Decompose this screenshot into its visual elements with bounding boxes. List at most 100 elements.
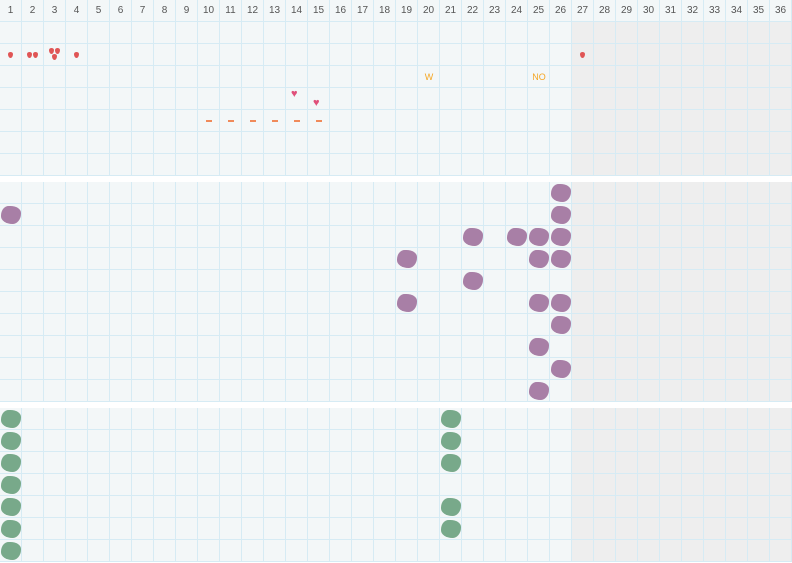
day-cell[interactable] [572,66,594,88]
day-cell[interactable] [748,518,770,540]
day-cell[interactable] [748,358,770,380]
day-cell[interactable] [704,474,726,496]
day-cell[interactable] [594,540,616,562]
day-cell[interactable] [66,132,88,154]
day-cell[interactable] [682,540,704,562]
day-cell[interactable] [286,496,308,518]
day-cell[interactable] [264,452,286,474]
day-header-2[interactable]: 2 [22,0,44,22]
day-cell[interactable] [88,474,110,496]
day-cell[interactable] [220,496,242,518]
day-cell[interactable] [506,66,528,88]
day-cell[interactable] [330,44,352,66]
day-cell[interactable] [154,110,176,132]
day-cell[interactable] [726,110,748,132]
day-cell[interactable] [572,132,594,154]
day-cell[interactable] [572,408,594,430]
day-cell[interactable] [770,204,792,226]
day-cell[interactable] [418,226,440,248]
day-cell[interactable] [242,336,264,358]
day-cell[interactable] [594,336,616,358]
day-cell[interactable] [396,336,418,358]
day-cell[interactable] [528,44,550,66]
day-cell[interactable] [132,204,154,226]
day-cell[interactable] [286,88,308,110]
day-cell[interactable] [704,430,726,452]
day-cell[interactable] [418,66,440,88]
day-cell[interactable] [88,22,110,44]
day-cell[interactable] [264,380,286,402]
day-cell[interactable] [176,66,198,88]
day-cell[interactable] [44,358,66,380]
day-cell[interactable] [704,154,726,176]
day-cell[interactable] [308,226,330,248]
day-cell[interactable] [616,430,638,452]
day-cell[interactable] [286,380,308,402]
day-cell[interactable] [396,430,418,452]
day-cell[interactable] [220,314,242,336]
day-cell[interactable] [572,154,594,176]
day-cell[interactable] [550,88,572,110]
day-cell[interactable] [176,518,198,540]
day-cell[interactable] [462,154,484,176]
day-cell[interactable] [110,270,132,292]
day-cell[interactable] [0,132,22,154]
day-cell[interactable] [682,22,704,44]
day-cell[interactable] [220,430,242,452]
day-cell[interactable] [396,154,418,176]
day-cell[interactable] [88,540,110,562]
day-cell[interactable] [682,430,704,452]
day-cell[interactable] [528,154,550,176]
day-cell[interactable] [132,292,154,314]
day-cell[interactable] [220,88,242,110]
day-cell[interactable] [286,292,308,314]
day-cell[interactable] [220,132,242,154]
day-cell[interactable] [22,204,44,226]
day-cell[interactable] [550,110,572,132]
day-cell[interactable] [418,132,440,154]
day-cell[interactable] [110,496,132,518]
day-cell[interactable] [374,110,396,132]
day-cell[interactable] [418,88,440,110]
day-cell[interactable] [286,154,308,176]
day-cell[interactable] [154,88,176,110]
day-cell[interactable] [748,66,770,88]
day-cell[interactable] [286,540,308,562]
day-cell[interactable] [726,182,748,204]
day-cell[interactable] [770,182,792,204]
day-cell[interactable] [264,270,286,292]
day-cell[interactable] [44,204,66,226]
day-cell[interactable] [704,314,726,336]
day-cell[interactable] [44,88,66,110]
day-cell[interactable] [594,474,616,496]
day-cell[interactable] [176,408,198,430]
day-cell[interactable] [176,110,198,132]
day-cell[interactable] [462,408,484,430]
day-cell[interactable] [660,540,682,562]
day-cell[interactable] [440,154,462,176]
day-cell[interactable] [0,292,22,314]
day-cell[interactable] [660,154,682,176]
day-cell[interactable] [396,452,418,474]
day-cell[interactable] [770,408,792,430]
day-cell[interactable] [572,182,594,204]
day-cell[interactable] [88,518,110,540]
day-cell[interactable] [726,540,748,562]
day-cell[interactable] [484,154,506,176]
day-cell[interactable] [66,452,88,474]
day-cell[interactable] [22,314,44,336]
day-cell[interactable] [528,204,550,226]
day-cell[interactable] [374,44,396,66]
day-cell[interactable] [638,336,660,358]
day-cell[interactable] [418,430,440,452]
day-header-12[interactable]: 12 [242,0,264,22]
day-cell[interactable] [726,496,748,518]
day-cell[interactable] [88,132,110,154]
day-cell[interactable] [154,270,176,292]
day-cell[interactable] [440,66,462,88]
day-cell[interactable] [682,358,704,380]
day-cell[interactable] [418,292,440,314]
day-cell[interactable] [352,270,374,292]
day-cell[interactable] [22,452,44,474]
day-cell[interactable] [726,358,748,380]
